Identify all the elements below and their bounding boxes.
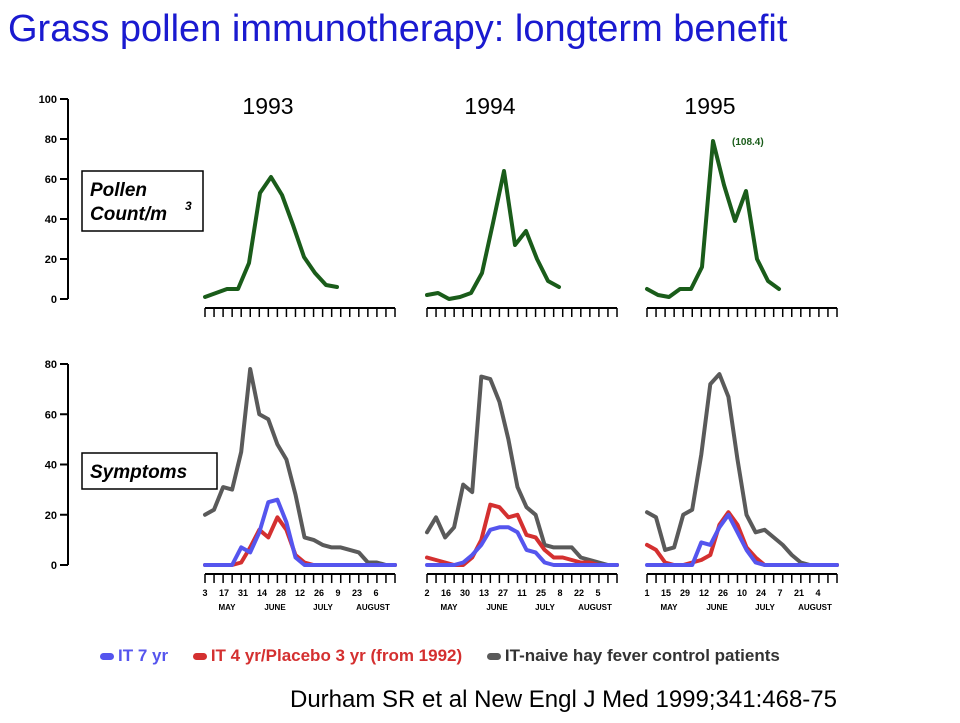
month-label-august: AUGUST (578, 603, 612, 612)
legend-label-it4: IT 4 yr/Placebo 3 yr (from 1992) (210, 646, 463, 665)
month-label-july: JULY (535, 603, 555, 612)
symptoms-x-tick-label: 25 (536, 588, 546, 598)
month-label-july: JULY (313, 603, 333, 612)
symptoms-y-tick-label: 0 (51, 560, 57, 572)
symptoms-x-tick-label: 1 (644, 588, 649, 598)
symptoms-x-tick-label: 26 (314, 588, 324, 598)
pollen-y-tick-label: 100 (39, 94, 57, 106)
symptoms-line-it7-0 (203, 497, 397, 567)
legend-marker-naive (486, 653, 501, 661)
month-label-june: JUNE (264, 603, 286, 612)
symptoms-x-tick-label: 9 (335, 588, 340, 598)
pollen-peak-annotation: (108.4) (732, 137, 764, 148)
symptoms-y-tick-label: 80 (45, 359, 57, 371)
pollen-y-tick-label: 0 (51, 294, 57, 306)
legend-item-it4: IT 4 yr/Placebo 3 yr (from 1992) (192, 646, 463, 666)
pollen-y-tick-label: 40 (45, 214, 57, 226)
symptoms-y-tick-label: 40 (45, 460, 57, 472)
legend: IT 7 yr IT 4 yr/Placebo 3 yr (from 1992)… (100, 646, 800, 666)
symptoms-x-tick-label: 21 (794, 588, 804, 598)
symptoms-x-tick-label: 4 (815, 588, 820, 598)
symptoms-x-tick-label: 28 (276, 588, 286, 598)
month-label-august: AUGUST (356, 603, 390, 612)
symptoms-line-naive-1 (425, 374, 619, 567)
symptoms-label-box (81, 452, 218, 490)
symptoms-x-tick-label: 8 (557, 588, 562, 598)
symptoms-x-tick-label: 12 (295, 588, 305, 598)
symptoms-x-tick-label: 24 (756, 588, 766, 598)
symptoms-x-tick-label: 31 (238, 588, 248, 598)
pollen-label-superscript: 3 (185, 199, 192, 213)
pollen-line-1995 (645, 139, 781, 299)
symptoms-x-tick-label: 6 (373, 588, 378, 598)
year-label-1995: 1995 (684, 93, 735, 119)
symptoms-x-tick-label: 12 (699, 588, 709, 598)
symptoms-x-tick-label: 7 (777, 588, 782, 598)
symptoms-line-naive-0 (203, 367, 397, 567)
legend-marker-it7 (100, 653, 114, 661)
symptoms-label: Symptoms (90, 462, 187, 483)
pollen-label-line2: Count/m (90, 204, 167, 225)
legend-label-it7: IT 7 yr (118, 646, 169, 665)
legend-item-naive: IT-naive hay fever control patients (486, 646, 780, 666)
legend-label-naive: IT-naive hay fever control patients (504, 646, 780, 665)
pollen-y-tick-label: 60 (45, 174, 57, 186)
pollen-y-tick-label: 80 (45, 134, 57, 146)
pollen-line-1993 (203, 175, 339, 299)
symptoms-x-tick-label: 22 (574, 588, 584, 598)
citation: Durham SR et al New Engl J Med 1999;341:… (290, 686, 837, 713)
symptoms-line-it7-2 (645, 512, 839, 567)
symptoms-x-tick-label: 5 (595, 588, 600, 598)
pollen-y-tick-label: 20 (45, 254, 57, 266)
month-label-may: MAY (218, 603, 236, 612)
pollen-label-line1: Pollen (90, 180, 147, 201)
legend-item-it7: IT 7 yr (100, 646, 168, 666)
month-label-may: MAY (440, 603, 458, 612)
month-label-may: MAY (660, 603, 678, 612)
symptoms-x-tick-label: 10 (737, 588, 747, 598)
month-label-july: JULY (755, 603, 775, 612)
symptoms-x-tick-label: 16 (441, 588, 451, 598)
symptoms-x-tick-label: 29 (680, 588, 690, 598)
symptoms-x-tick-label: 26 (718, 588, 728, 598)
year-label-1994: 1994 (464, 93, 515, 119)
symptoms-x-tick-label: 15 (661, 588, 671, 598)
symptoms-x-tick-label: 13 (479, 588, 489, 598)
symptoms-y-tick-label: 60 (45, 409, 57, 421)
legend-marker-it4 (192, 653, 207, 661)
symptoms-line-it7-1 (425, 525, 619, 567)
symptoms-x-tick-label: 17 (219, 588, 229, 598)
symptoms-x-tick-label: 3 (202, 588, 207, 598)
pollen-label-box (81, 170, 204, 232)
symptoms-x-tick-label: 27 (498, 588, 508, 598)
symptoms-x-tick-label: 2 (424, 588, 429, 598)
symptoms-y-tick-label: 20 (45, 510, 57, 522)
pollen-line-1994 (425, 169, 561, 301)
year-label-1993: 1993 (242, 93, 293, 119)
month-label-june: JUNE (706, 603, 728, 612)
symptoms-x-tick-label: 14 (257, 588, 267, 598)
symptoms-x-tick-label: 30 (460, 588, 470, 598)
symptoms-x-tick-label: 23 (352, 588, 362, 598)
month-label-august: AUGUST (798, 603, 832, 612)
page-title: Grass pollen immunotherapy: longterm ben… (8, 8, 788, 50)
month-label-june: JUNE (486, 603, 508, 612)
symptoms-x-tick-label: 11 (517, 588, 527, 598)
